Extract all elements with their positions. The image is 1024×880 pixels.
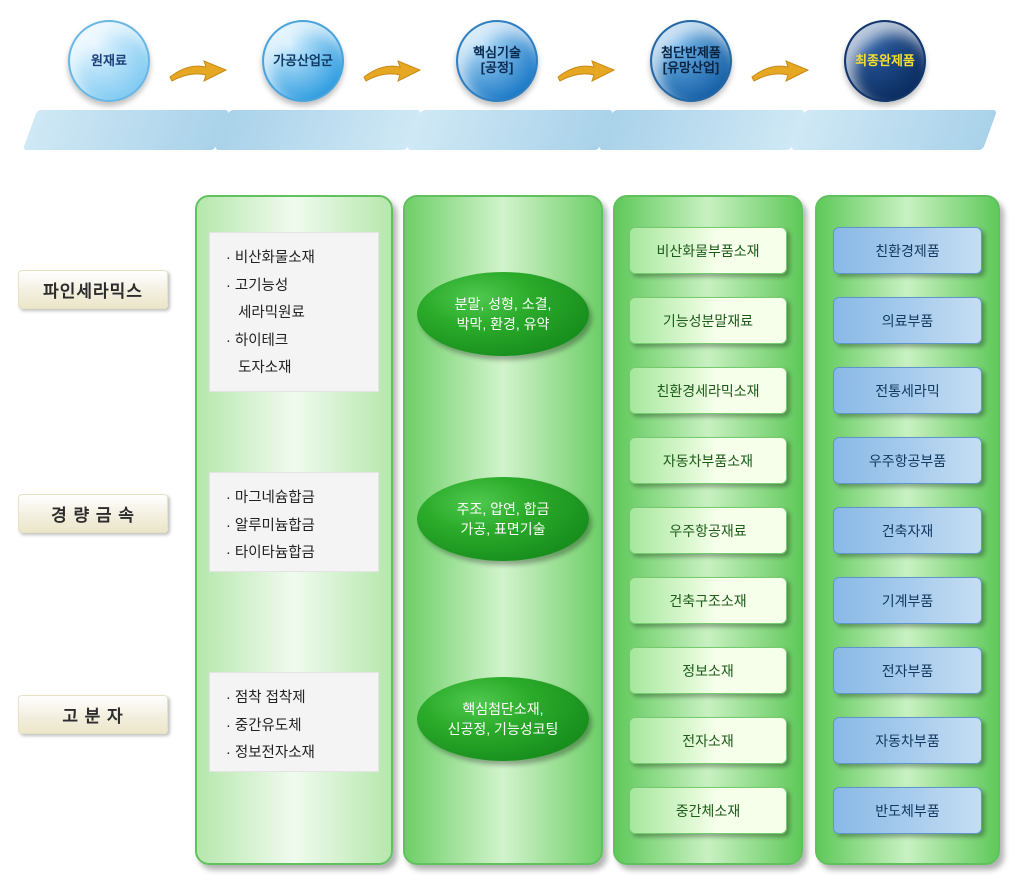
semi-product-pill: 비산화물부품소재 xyxy=(629,227,787,274)
col1-line: · 마그네슘합금 xyxy=(226,485,368,513)
semi-product-pill: 정보소재 xyxy=(629,647,787,694)
category-label-text: 파인세라믹스 xyxy=(43,282,143,301)
ribbon-fold xyxy=(215,110,422,150)
col1-line: 세라믹원료 xyxy=(226,300,368,328)
ribbon-fold xyxy=(791,110,998,150)
ribbon-fold xyxy=(23,110,230,150)
final-product-pill: 기계부품 xyxy=(833,577,982,624)
col1-line: · 점착 접착제 xyxy=(226,685,368,713)
oval-1: 주조, 압연, 합금 가공, 표면기술 xyxy=(417,477,589,561)
col1-line: · 알루미늄합금 xyxy=(226,513,368,541)
final-product-pill: 우주항공부품 xyxy=(833,437,982,484)
flow-sphere-label: 핵심기술 [공정] xyxy=(473,46,521,76)
col1-block-0: · 비산화물소재 · 고기능성 세라믹원료 · 하이테크 도자소재 xyxy=(209,232,379,392)
semi-product-pill: 자동차부품소재 xyxy=(629,437,787,484)
col1-line: · 타이타늄합금 xyxy=(226,540,368,568)
col1-block-1: · 마그네슘합금 · 알루미늄합금 · 타이타늄합금 xyxy=(209,472,379,572)
final-product-pill: 전자부품 xyxy=(833,647,982,694)
semi-product-pill: 친환경세라믹소재 xyxy=(629,367,787,414)
category-label-2: 고 분 자 xyxy=(18,695,168,734)
category-label-text: 고 분 자 xyxy=(62,707,123,726)
flow-strip: 원재료 가공산업군 핵심기술 [공정] 첨단반제품 [유망산업] 최종완제품 xyxy=(0,20,1024,150)
flow-arrow-icon xyxy=(750,55,810,85)
col1-line: · 중간유도체 xyxy=(226,713,368,741)
col1-line: 도자소재 xyxy=(226,355,368,383)
flow-sphere-label: 원재료 xyxy=(91,54,127,69)
final-product-pill: 친환경제품 xyxy=(833,227,982,274)
semi-product-pill: 전자소재 xyxy=(629,717,787,764)
flow-arrow-icon xyxy=(362,55,422,85)
category-label-1: 경 량 금 속 xyxy=(18,494,168,533)
flow-sphere-4: 최종완제품 xyxy=(844,20,926,102)
category-label-text: 경 량 금 속 xyxy=(51,506,135,525)
flow-sphere-label: 첨단반제품 [유망산업] xyxy=(661,46,721,76)
oval-text: 분말, 성형, 소결, 박막, 환경, 유약 xyxy=(455,294,552,335)
oval-text: 핵심첨단소재, 신공정, 기능성코팅 xyxy=(448,699,559,740)
final-product-pill: 자동차부품 xyxy=(833,717,982,764)
semi-product-pill: 기능성분말재료 xyxy=(629,297,787,344)
flow-sphere-0: 원재료 xyxy=(68,20,150,102)
final-product-pill: 전통세라믹 xyxy=(833,367,982,414)
semi-product-pill: 우주항공재료 xyxy=(629,507,787,554)
semi-product-pill: 건축구조소재 xyxy=(629,577,787,624)
col1-line: · 하이테크 xyxy=(226,328,368,356)
category-label-0: 파인세라믹스 xyxy=(18,270,168,309)
flow-sphere-label: 가공산업군 xyxy=(273,54,333,69)
semi-product-pill: 중간체소재 xyxy=(629,787,787,834)
ribbon xyxy=(30,110,990,150)
column-core-tech: 분말, 성형, 소결, 박막, 환경, 유약 주조, 압연, 합금 가공, 표면… xyxy=(403,195,603,865)
oval-0: 분말, 성형, 소결, 박막, 환경, 유약 xyxy=(417,272,589,356)
flow-sphere-2: 핵심기술 [공정] xyxy=(456,20,538,102)
flow-sphere-label: 최종완제품 xyxy=(855,54,915,69)
column-semi-products: 비산화물부품소재기능성분말재료친환경세라믹소재자동차부품소재우주항공재료건축구조… xyxy=(613,195,803,865)
ribbon-fold xyxy=(407,110,614,150)
final-product-pill: 반도체부품 xyxy=(833,787,982,834)
flow-sphere-1: 가공산업군 xyxy=(262,20,344,102)
final-product-pill: 건축자재 xyxy=(833,507,982,554)
flow-sphere-3: 첨단반제품 [유망산업] xyxy=(650,20,732,102)
column-raw-materials: · 비산화물소재 · 고기능성 세라믹원료 · 하이테크 도자소재 · 마그네슘… xyxy=(195,195,393,865)
oval-2: 핵심첨단소재, 신공정, 기능성코팅 xyxy=(417,677,589,761)
col1-line: · 정보전자소재 xyxy=(226,740,368,768)
column-final-products: 친환경제품의료부품전통세라믹우주항공부품건축자재기계부품전자부품자동차부품반도체… xyxy=(815,195,1000,865)
col1-line: · 고기능성 xyxy=(226,273,368,301)
final-product-pill: 의료부품 xyxy=(833,297,982,344)
col1-block-2: · 점착 접착제 · 중간유도체 · 정보전자소재 xyxy=(209,672,379,772)
ribbon-fold xyxy=(599,110,806,150)
col1-line: · 비산화물소재 xyxy=(226,245,368,273)
flow-arrow-icon xyxy=(168,55,228,85)
flow-arrow-icon xyxy=(556,55,616,85)
oval-text: 주조, 압연, 합금 가공, 표면기술 xyxy=(457,499,550,540)
